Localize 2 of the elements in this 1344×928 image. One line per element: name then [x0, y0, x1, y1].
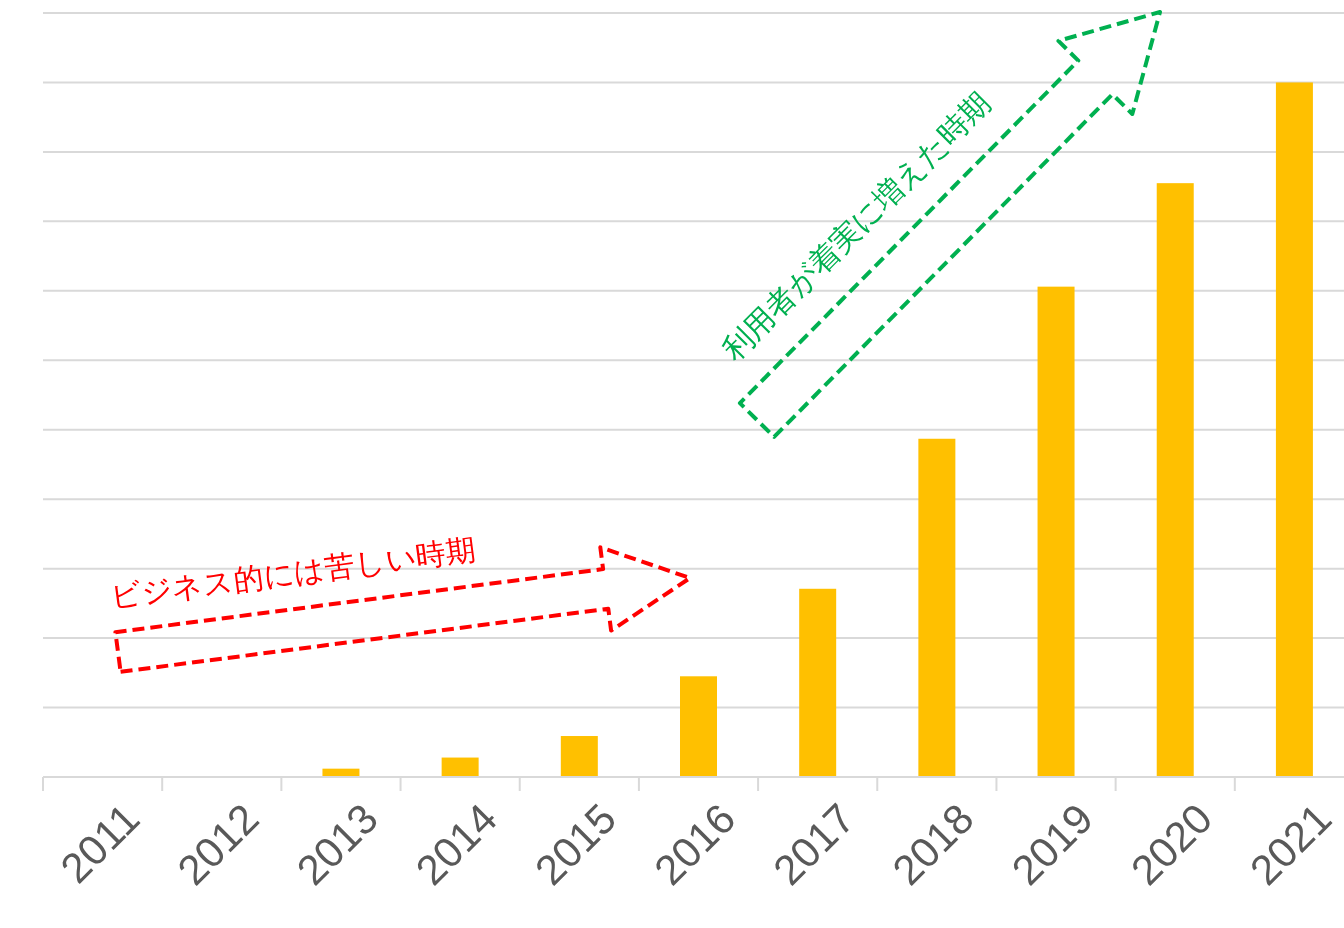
annotation: ビジネス的には苦しい時期: [108, 532, 478, 613]
annotation: 利用者が着実に増えた時期: [715, 85, 997, 367]
